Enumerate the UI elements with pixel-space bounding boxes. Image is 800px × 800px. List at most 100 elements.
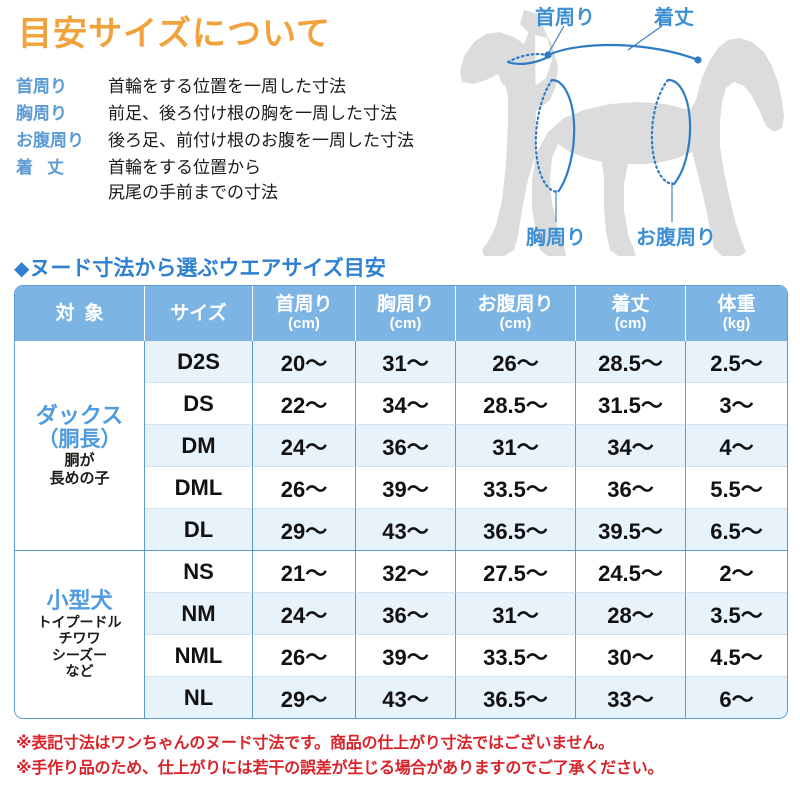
cell-belly: 33.5～ bbox=[456, 466, 576, 508]
column-header-size: サイズ bbox=[145, 286, 253, 341]
target-main-dachshund: ダックス bbox=[35, 402, 124, 428]
cell-neck: 22～ bbox=[253, 382, 356, 424]
size-table-body: ダックス （胴長） 胴が 長めの子 D2S 20～ 31～ 26～ 28.5～ … bbox=[15, 341, 787, 718]
target-note-small-dog-4: など bbox=[65, 663, 94, 680]
cell-length: 36～ bbox=[576, 466, 686, 508]
column-header-chest: 胸周り (cm) bbox=[356, 286, 456, 341]
column-header-chest-label: 胸周り bbox=[376, 294, 434, 316]
cell-chest: 36～ bbox=[356, 592, 456, 634]
chest-measure-loop bbox=[534, 78, 576, 194]
size-table-container: 対象 サイズ 首周り (cm) 胸周り (cm) お腹周り bbox=[14, 285, 788, 719]
cell-length: 34～ bbox=[576, 424, 686, 466]
column-header-length-label: 着丈 bbox=[611, 294, 650, 316]
definition-desc-length-line1: 首輪をする位置から bbox=[108, 158, 261, 177]
length-measure-line bbox=[547, 43, 699, 62]
cell-weight: 2.5～ bbox=[686, 341, 787, 382]
cell-size: NML bbox=[145, 634, 253, 676]
table-row: NL 29～ 43～ 36.5～ 33～ 6～ bbox=[15, 676, 787, 718]
cell-size: DM bbox=[145, 424, 253, 466]
belly-measure-loop bbox=[650, 78, 692, 186]
table-row: DM 24～ 36～ 31～ 34～ 4～ bbox=[15, 424, 787, 466]
cell-weight: 6.5～ bbox=[686, 508, 787, 550]
column-header-weight-unit: (kg) bbox=[722, 315, 751, 333]
column-header-belly: お腹周り (cm) bbox=[456, 286, 576, 341]
definition-row-chest: 胸周り 前足、後ろ付け根の胸を一周した寸法 bbox=[16, 101, 486, 126]
cell-size: D2S bbox=[145, 341, 253, 382]
cell-weight: 3.5～ bbox=[686, 592, 787, 634]
cell-neck: 29～ bbox=[253, 676, 356, 718]
cell-weight: 5.5～ bbox=[686, 466, 787, 508]
table-row: 小型犬 トイプードル チワワ シーズー など NS 21～ 32～ 27.5～ … bbox=[15, 550, 787, 718]
dog-measurement-diagram: 首周り 着丈 胸周り お腹周り bbox=[452, 4, 800, 262]
definition-row-length: 着丈 首輪をする位置から 尻尾の手前までの寸法 bbox=[16, 155, 486, 205]
cell-size: NS bbox=[145, 550, 253, 592]
target-note-small-dog-1: トイプードル bbox=[37, 613, 122, 630]
column-header-weight: 体重 (kg) bbox=[686, 286, 787, 341]
cell-chest: 43～ bbox=[356, 676, 456, 718]
table-row: DML 26～ 39～ 33.5～ 36～ 5.5～ bbox=[15, 466, 787, 508]
cell-neck: 26～ bbox=[253, 634, 356, 676]
target-main-small-dog: 小型犬 bbox=[46, 588, 113, 614]
definition-row-neck: 首周り 首輪をする位置を一周した寸法 bbox=[16, 74, 486, 99]
column-header-neck-label: 首周り bbox=[275, 294, 333, 316]
cell-chest: 43～ bbox=[356, 508, 456, 550]
cell-length: 39.5～ bbox=[576, 508, 686, 550]
column-header-length: 着丈 (cm) bbox=[576, 286, 686, 341]
cell-belly: 31～ bbox=[456, 424, 576, 466]
definition-term-chest: 胸周り bbox=[16, 104, 67, 123]
cell-belly: 33.5～ bbox=[456, 634, 576, 676]
column-header-size-label: サイズ bbox=[170, 302, 227, 324]
size-table-header-row: 対象 サイズ 首周り (cm) 胸周り (cm) お腹周り bbox=[15, 286, 787, 341]
diagram-label-neck: 首周り bbox=[535, 5, 595, 29]
table-row: DL 29～ 43～ 36.5～ 39.5～ 6.5～ bbox=[15, 508, 787, 550]
cell-length: 30～ bbox=[576, 634, 686, 676]
cell-chest: 39～ bbox=[356, 466, 456, 508]
cell-size: NM bbox=[145, 592, 253, 634]
size-table-heading: ◆ヌード寸法から選ぶウエアサイズ目安 bbox=[14, 252, 386, 282]
cell-neck: 24～ bbox=[253, 592, 356, 634]
cell-weight: 4～ bbox=[686, 424, 787, 466]
cell-belly: 28.5～ bbox=[456, 382, 576, 424]
target-note-dachshund-2: 長めの子 bbox=[49, 469, 110, 487]
length-end-dot bbox=[694, 56, 702, 64]
size-table-header: 対象 サイズ 首周り (cm) 胸周り (cm) お腹周り bbox=[15, 286, 787, 341]
measurement-definitions: 首周り 首輪をする位置を一周した寸法 胸周り 前足、後ろ付け根の胸を一周した寸法… bbox=[16, 74, 486, 207]
target-sub-dachshund: （胴長） bbox=[37, 428, 122, 452]
definition-desc-belly: 後ろ足、前付け根のお腹を一周した寸法 bbox=[108, 131, 414, 150]
target-note-small-dog-2: チワワ bbox=[58, 630, 101, 647]
cell-neck: 21～ bbox=[253, 550, 356, 592]
cell-belly: 36.5～ bbox=[456, 676, 576, 718]
footnote-1: ※表記寸法はワンちゃんのヌード寸法です。商品の仕上がり寸法ではございません。 bbox=[16, 735, 614, 752]
diagram-label-chest: 胸周り bbox=[526, 225, 586, 249]
cell-chest: 34～ bbox=[356, 382, 456, 424]
footnote-2: ※手作り品のため、仕上がりには若干の誤差が生じる場合がありますのでご了承ください… bbox=[16, 760, 664, 777]
cell-size: DL bbox=[145, 508, 253, 550]
cell-belly: 27.5～ bbox=[456, 550, 576, 592]
cell-size: NL bbox=[145, 676, 253, 718]
table-row: NM 24～ 36～ 31～ 28～ 3.5～ bbox=[15, 592, 787, 634]
cell-belly: 26～ bbox=[456, 341, 576, 382]
column-header-chest-unit: (cm) bbox=[389, 315, 422, 333]
column-header-belly-label: お腹周り bbox=[477, 294, 554, 316]
size-table-heading-text: ヌード寸法から選ぶウエアサイズ目安 bbox=[29, 257, 386, 280]
definition-row-belly: お腹周り 後ろ足、前付け根のお腹を一周した寸法 bbox=[16, 128, 486, 153]
cell-chest: 31～ bbox=[356, 341, 456, 382]
cell-length: 28～ bbox=[576, 592, 686, 634]
cell-size: DML bbox=[145, 466, 253, 508]
column-header-length-unit: (cm) bbox=[614, 315, 647, 333]
cell-chest: 39～ bbox=[356, 634, 456, 676]
neck-measure-loop bbox=[506, 52, 552, 66]
length-start-dot bbox=[544, 51, 552, 59]
diagram-label-length: 着丈 bbox=[654, 5, 694, 29]
cell-neck: 20～ bbox=[253, 341, 356, 382]
definition-desc-neck: 首輪をする位置を一周した寸法 bbox=[108, 77, 346, 96]
cell-neck: 26～ bbox=[253, 466, 356, 508]
table-row: NML 26～ 39～ 33.5～ 30～ 4.5～ bbox=[15, 634, 787, 676]
cell-chest: 32～ bbox=[356, 550, 456, 592]
target-note-small-dog-3: シーズー bbox=[51, 646, 108, 663]
cell-chest: 36～ bbox=[356, 424, 456, 466]
cell-length: 31.5～ bbox=[576, 382, 686, 424]
column-header-weight-label: 体重 bbox=[717, 294, 756, 316]
column-header-neck: 首周り (cm) bbox=[253, 286, 356, 341]
